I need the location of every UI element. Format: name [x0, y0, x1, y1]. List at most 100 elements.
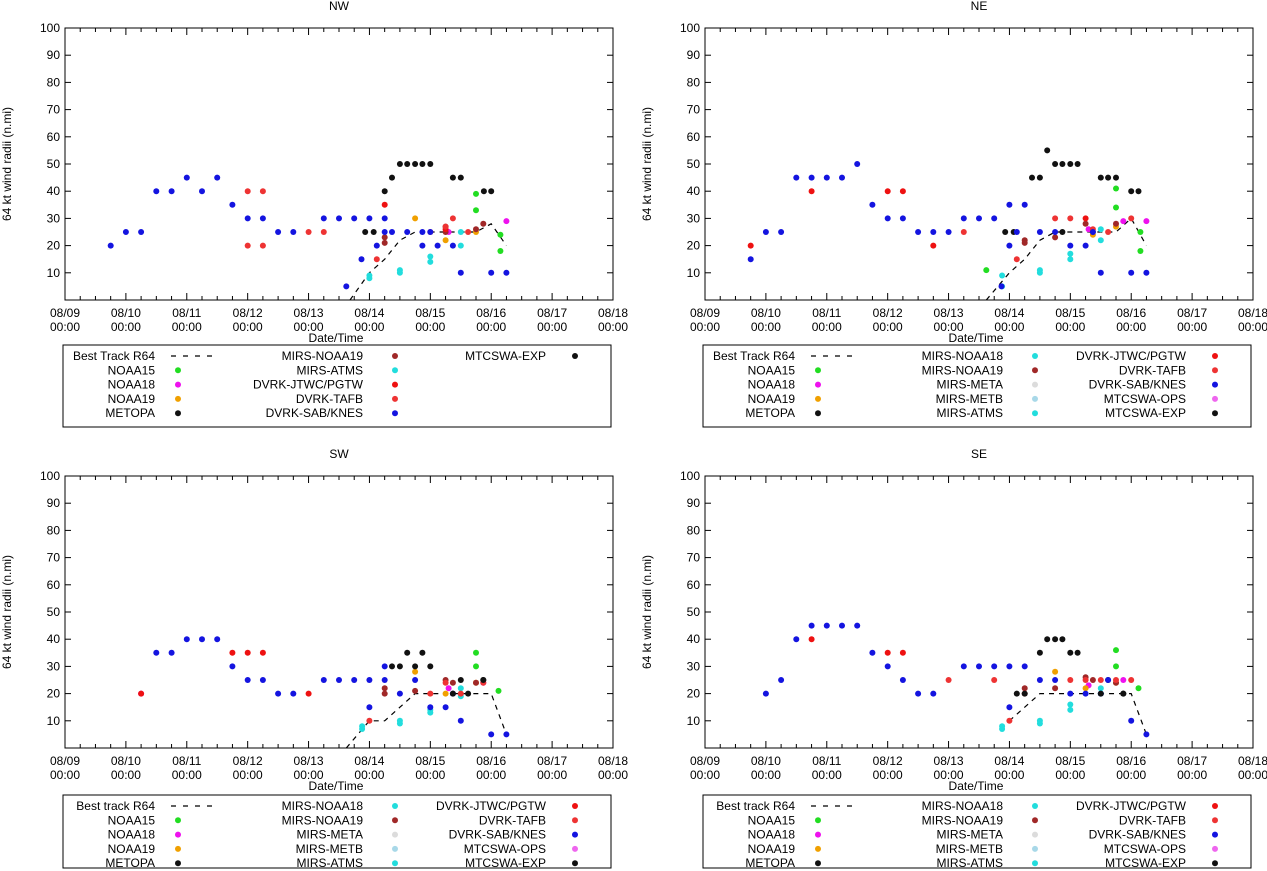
- data-point-metopa: [404, 161, 411, 167]
- plot-area: [704, 27, 1254, 301]
- data-point-mirs-noaa19: [1021, 685, 1028, 692]
- data-point-dvrk-sab-knes: [808, 174, 815, 181]
- data-point-mirs-atms: [396, 269, 403, 276]
- legend-marker: [815, 845, 821, 852]
- data-point-metopa: [1059, 636, 1066, 643]
- data-point-dvrk-sab-knes: [199, 636, 205, 643]
- y-tick-label: 80: [47, 523, 61, 537]
- data-point-dvrk-sab-knes: [373, 242, 380, 249]
- data-point-dvrk-sab-knes: [404, 229, 411, 235]
- data-point-noaa18: [1143, 218, 1150, 225]
- data-point-metopa: [1052, 161, 1059, 167]
- x-tick-label: 00:00: [1116, 768, 1146, 782]
- data-point-dvrk-sab-knes: [358, 256, 365, 263]
- data-point-noaa15: [473, 649, 479, 656]
- data-point-dvrk-sab-knes: [778, 229, 785, 235]
- legend-label: MIRS-ATMS: [937, 856, 1003, 870]
- data-point-dvrk-tafb: [244, 242, 251, 249]
- legend-label: NOAA15: [748, 813, 796, 827]
- y-tick-label: 80: [687, 523, 701, 537]
- data-point-noaa18: [445, 685, 452, 692]
- data-point-metopa: [381, 188, 388, 195]
- data-point-dvrk-sab-knes: [1006, 663, 1013, 670]
- y-tick-label: 70: [687, 551, 701, 565]
- data-point-dvrk-sab-knes: [381, 215, 388, 222]
- data-point-metopa: [1128, 188, 1135, 195]
- data-point-metopa: [427, 663, 434, 670]
- data-point-noaa18: [1085, 226, 1092, 233]
- data-point-dvrk-sab-knes: [366, 704, 373, 711]
- x-tick-label: 08/09: [50, 306, 80, 320]
- data-point-mirs-atms: [359, 726, 366, 732]
- data-point-dvrk-sab-knes: [976, 215, 982, 222]
- chart-title: NW: [329, 0, 350, 13]
- data-point-metopa: [1013, 690, 1020, 697]
- data-point-metopa: [389, 663, 395, 670]
- x-tick-label: 08/17: [1177, 306, 1207, 320]
- data-point-dvrk-sab-knes: [1052, 229, 1059, 235]
- data-point-dvrk-sab-knes: [1006, 201, 1013, 208]
- data-point-dvrk-sab-knes: [1067, 690, 1074, 697]
- data-layer: [107, 161, 510, 300]
- data-point-metopa: [370, 229, 377, 235]
- data-point-mirs-noaa19: [412, 687, 419, 694]
- legend-marker: [572, 803, 578, 809]
- data-point-dvrk-sab-knes: [839, 622, 845, 629]
- x-tick-label: 08/16: [1116, 754, 1146, 768]
- x-tick-label: 08/18: [598, 754, 628, 768]
- data-point-dvrk-sab-knes: [1143, 269, 1150, 276]
- data-point-metopa: [488, 188, 495, 195]
- plot-area: [704, 475, 1254, 749]
- legend-marker: [175, 395, 181, 402]
- data-point-dvrk-sab-knes: [991, 215, 998, 222]
- legend-label: MIRS-ATMS: [297, 856, 363, 870]
- x-tick-label: 00:00: [294, 768, 324, 782]
- x-tick-label: 00:00: [873, 768, 903, 782]
- data-point-mirs-noaa19: [1082, 220, 1089, 227]
- best-track-line: [345, 693, 507, 748]
- data-point-metopa: [1044, 147, 1051, 154]
- data-point-dvrk-sab-knes: [290, 690, 297, 697]
- x-tick-label: 08/13: [934, 754, 964, 768]
- legend-label: DVRK-TAFB: [1119, 363, 1186, 377]
- legend-label: MIRS-NOAA19: [282, 349, 364, 363]
- data-point-dvrk-sab-knes: [1082, 242, 1089, 249]
- data-point-mirs-noaa19: [473, 226, 479, 233]
- y-tick-label: 60: [47, 130, 61, 144]
- y-tick-label: 40: [687, 184, 701, 198]
- data-point-metopa: [404, 649, 411, 656]
- legend-marker: [1212, 367, 1218, 374]
- chart-panel-se: SE10203040506070809010008/0900:0008/1000…: [640, 447, 1267, 870]
- data-point-dvrk-sab-knes: [1013, 229, 1020, 235]
- data-point-dvrk-sab-knes: [320, 215, 327, 222]
- x-tick-label: 00:00: [598, 320, 628, 334]
- x-tick-label: 08/11: [172, 754, 201, 768]
- x-tick-label: 08/16: [1116, 306, 1146, 320]
- data-point-dvrk-tafb: [442, 223, 449, 230]
- x-tick-label: 00:00: [994, 320, 1024, 334]
- legend-marker: [815, 395, 821, 402]
- data-point-metopa: [396, 663, 403, 670]
- data-point-dvrk-tafb: [1013, 256, 1020, 263]
- data-point-metopa: [1036, 174, 1043, 181]
- legend-label: DVRK-SAB/KNES: [449, 828, 546, 842]
- data-point-mirs-noaa19: [1052, 234, 1059, 241]
- legend-label: MIRS-META: [937, 378, 1003, 392]
- legend-label: DVRK-JTWC/PGTW: [1076, 349, 1187, 363]
- data-point-mirs-atms: [1097, 226, 1104, 233]
- data-point-dvrk-sab-knes: [488, 731, 495, 738]
- y-tick-label: 20: [47, 239, 61, 253]
- data-point-dvrk-sab-knes: [412, 677, 419, 683]
- data-point-dvrk-sab-knes: [381, 677, 388, 683]
- data-point-dvrk-sab-knes: [976, 663, 982, 670]
- data-point-dvrk-tafb: [1006, 717, 1013, 724]
- data-point-dvrk-sab-knes: [366, 677, 373, 683]
- data-point-dvrk-sab-knes: [945, 229, 952, 235]
- x-tick-label: 00:00: [50, 320, 80, 334]
- data-point-dvrk-sab-knes: [1143, 731, 1150, 738]
- legend-label: MIRS-NOAA19: [922, 363, 1004, 377]
- data-point-dvrk-sab-knes: [869, 201, 876, 208]
- legend-marker: [175, 817, 181, 824]
- data-point-noaa15: [497, 231, 504, 238]
